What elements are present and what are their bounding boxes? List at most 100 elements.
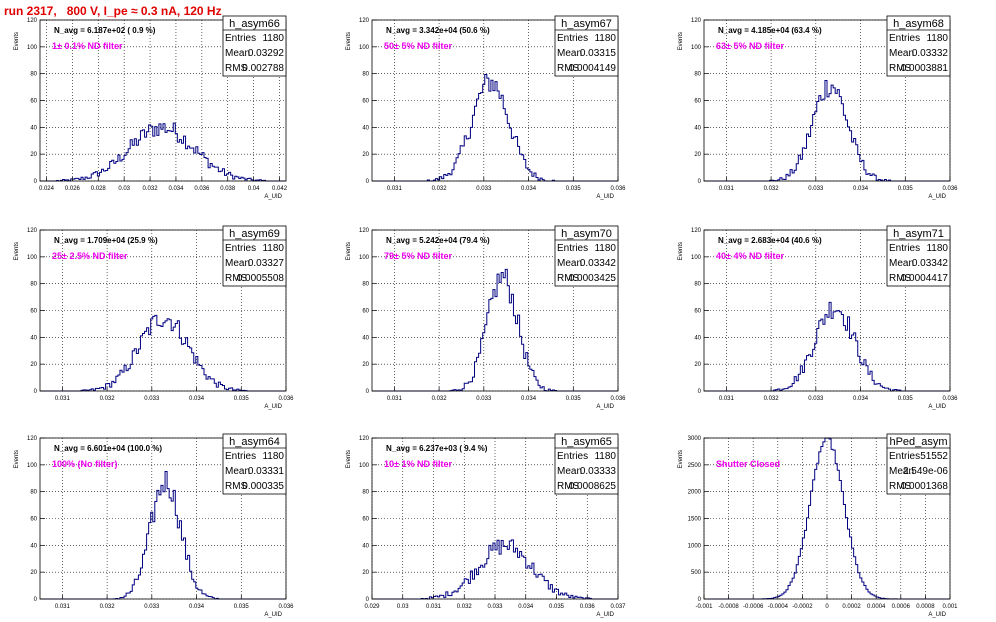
y-axis-title: Events [14,32,20,50]
x-tick-label: 0.03 [397,604,409,610]
x-tick-label: 0.036 [278,604,294,610]
x-tick-label: -0.0002 [792,604,813,610]
y-tick-label: 60 [30,99,37,105]
n-avg-label: N_avg = 5.242e+04 (79.4 %) [386,236,490,245]
x-tick-label: 0.034 [518,604,534,610]
stats-value-mean: 0.03331 [248,466,285,477]
x-tick-label: 0.031 [719,186,735,192]
stats-value-rms: 0.0005508 [237,273,285,284]
x-tick-label: -0.0008 [718,604,739,610]
stats-box [222,15,287,77]
x-tick-label: 0 [825,604,829,610]
stats-label-entries: Entries [557,33,588,44]
stats-value-mean: 2.549e-06 [903,466,948,477]
y-tick-label: 40 [30,335,37,341]
stats-value-mean: 0.03315 [580,48,617,59]
n-avg-label: N_avg = 6.187e+02 ( 0.9 %) [54,26,156,35]
y-tick-label: 120 [359,228,370,234]
x-tick-label: 0.035 [549,604,565,610]
stats-label-rms: RMS [225,481,248,492]
x-tick-label: 0.001 [942,604,958,610]
histogram-panel-h_asym66: 0.024 0.026 0.028 0.03 0.032 0.034 0.036 0.038 0… [14,15,288,200]
y-tick-label: 500 [691,570,702,576]
x-tick-label: 0.033 [808,186,824,192]
stats-box [886,433,951,495]
histogram-line-h_asym67 [372,73,618,182]
y-tick-label: 60 [694,309,701,315]
stats-title: h_asym68 [893,18,944,30]
x-tick-label: 0.031 [387,186,403,192]
filter-annotation: 79± 5% ND filter [384,251,452,261]
y-axis-title: Events [678,32,684,50]
x-tick-label: 0.0008 [916,604,935,610]
stats-label-rms: RMS [557,273,580,284]
stats-label-mean: Mean [225,258,250,269]
x-tick-label: 0.033 [487,604,503,610]
x-tick-label: 0.036 [194,186,210,192]
x-tick-label: 0.03 [118,186,130,192]
stats-value-entries: 1180 [594,451,616,462]
x-tick-label: 0.034 [853,396,869,402]
n-avg-label: N_avg = 2.683e+04 (40.6 %) [718,236,822,245]
y-axis-title: Events [678,242,684,260]
x-tick-label: 0.038 [220,186,236,192]
stats-value-rms: 0.002788 [242,63,284,74]
x-tick-label: 0.035 [234,604,250,610]
y-axis-title: Events [14,242,20,260]
x-tick-label: 0.031 [55,396,71,402]
n-avg-label: N_avg = 4.185e+04 (63.4 %) [718,26,822,35]
y-tick-label: 0 [366,597,370,603]
y-tick-label: 20 [30,362,37,368]
stats-label-mean: Mean [557,48,582,59]
stats-box [886,15,951,77]
stats-value-rms: 0.0008625 [569,481,617,492]
y-tick-label: 0 [366,389,370,395]
histogram-line-h_asym71 [704,301,950,392]
stats-title: h_asym64 [229,436,280,448]
x-tick-label: 0.033 [808,396,824,402]
x-tick-label: 0.0004 [867,604,886,610]
stats-label-rms: RMS [889,273,912,284]
stats-value-mean: 0.03333 [580,466,617,477]
stats-label-mean: Mean [889,48,914,59]
y-tick-label: 100 [691,255,702,261]
y-tick-label: 0 [698,179,702,185]
x-tick-label: -0.0004 [768,604,789,610]
histogram-line-h_asym66 [40,122,286,182]
y-tick-label: 100 [27,45,38,51]
stats-box [886,225,951,287]
y-tick-label: 0 [698,597,702,603]
x-axis-title: A_UID [596,194,614,200]
x-tick-label: 0.036 [610,186,626,192]
y-tick-label: 20 [694,152,701,158]
y-tick-label: 100 [359,463,370,469]
y-tick-label: 80 [30,282,37,288]
stats-label-entries: Entries [225,243,256,254]
histogram-panel-h_asym68: 0.031 0.032 0.033 0.034 0.035 0.036 0 20 40 60 80 1… [678,15,958,200]
x-tick-label: 0.034 [521,396,537,402]
x-tick-label: 0.032 [432,186,448,192]
x-tick-label: 0.031 [55,604,71,610]
histogram-panel-h_asym71: 0.031 0.032 0.033 0.034 0.035 0.036 0 20 40 60 80 1… [678,225,958,410]
stats-title: h_asym66 [229,18,280,30]
x-tick-label: 0.032 [143,186,159,192]
x-tick-label: 0.042 [272,186,288,192]
x-tick-label: -0.0006 [743,604,764,610]
y-tick-label: 80 [30,72,37,78]
y-tick-label: 120 [359,18,370,24]
y-tick-label: 0 [366,179,370,185]
x-tick-label: 0.033 [144,604,160,610]
n-avg-label: N_avg = 6.237e+03 ( 9.4 %) [386,444,488,453]
stats-title: h_asym69 [229,228,280,240]
stats-label-rms: RMS [889,63,912,74]
stats-label-rms: RMS [225,63,248,74]
y-tick-label: 100 [27,255,38,261]
y-tick-label: 60 [30,517,37,523]
histogram-panel-h_asym70: 0.031 0.032 0.033 0.034 0.035 0.036 0 20 40 60 80 1… [346,225,626,410]
stats-value-rms: 0.0003881 [901,63,949,74]
y-tick-label: 100 [359,255,370,261]
x-tick-label: 0.032 [457,604,473,610]
x-tick-label: 0.036 [942,186,958,192]
x-tick-label: 0.033 [476,396,492,402]
